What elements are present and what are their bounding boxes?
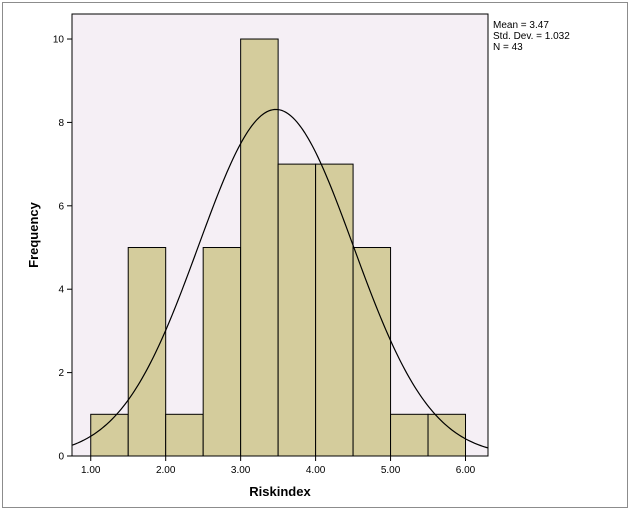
stat-mean: Mean = 3.47 [493,20,549,31]
histogram-chart: 0 2 4 6 8 10 1.00 2.00 3.00 4.00 5.00 6.00 Frequen… [26,13,570,499]
x-tick-label: 1.00 [81,465,101,476]
y-tick-label: 4 [58,285,64,296]
y-tick-label: 6 [58,201,64,212]
histogram-bar-5 [277,163,317,457]
y-tick-label: 10 [53,35,65,46]
histogram-bar-8 [390,413,429,457]
x-tick-label: 6.00 [456,465,476,476]
y-tick-label: 2 [58,368,64,379]
histogram-bar-4 [240,38,279,457]
stat-std-dev: Std. Dev. = 1.032 [493,31,570,42]
x-tick-label: 3.00 [231,465,251,476]
y-axis: 0 2 4 6 8 10 [53,35,72,463]
x-tick-label: 5.00 [381,465,401,476]
stats-box: Mean = 3.47 Std. Dev. = 1.032 N = 43 [493,20,570,53]
histogram-bar-3 [202,247,242,457]
histogram-bar-2 [165,413,204,457]
y-tick-label: 8 [58,118,64,129]
y-axis-title: Frequency [26,201,41,268]
histogram-bar-6 [315,163,354,457]
x-tick-label: 4.00 [306,465,326,476]
y-tick-label: 0 [58,452,64,463]
histogram-bar-7 [352,247,392,457]
stat-n: N = 43 [493,42,523,53]
histogram-bar-0 [90,413,129,457]
bars-group [90,38,467,457]
chart-frame: 0 2 4 6 8 10 1.00 2.00 3.00 4.00 5.00 6.00 Frequen… [2,2,628,508]
x-axis: 1.00 2.00 3.00 4.00 5.00 6.00 [81,456,476,476]
x-axis-title: Riskindex [249,484,311,499]
x-tick-label: 2.00 [156,465,176,476]
histogram-bar-1 [127,247,167,457]
normal-curve [71,108,489,449]
